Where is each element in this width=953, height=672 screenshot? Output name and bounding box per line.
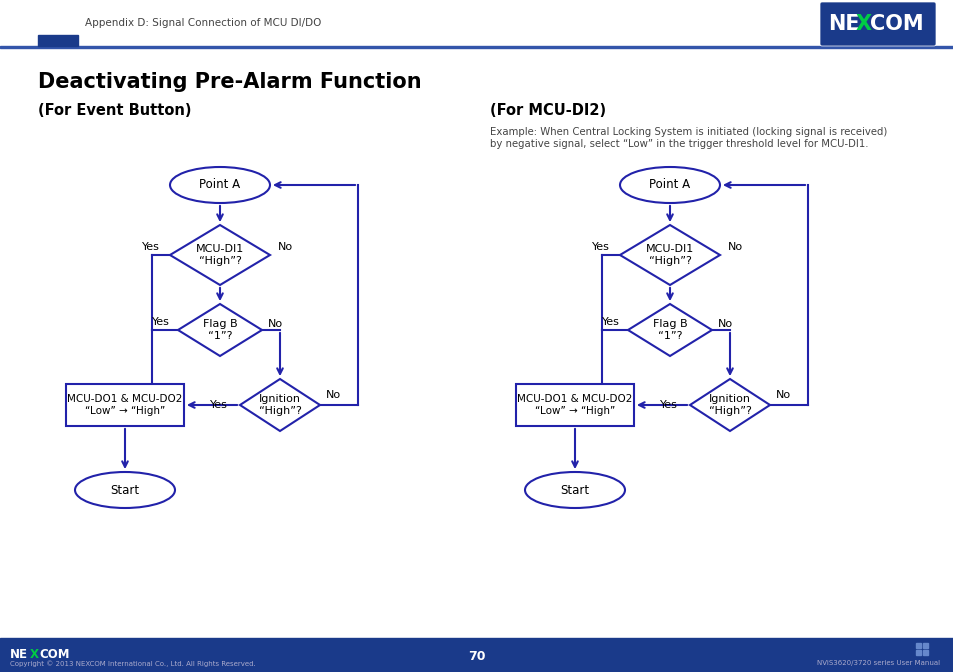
Text: Start: Start	[559, 483, 589, 497]
Text: Yes: Yes	[601, 317, 619, 327]
Text: Example: When Central Locking System is initiated (locking signal is received)
b: Example: When Central Locking System is …	[490, 127, 886, 149]
Text: No: No	[727, 242, 742, 252]
Bar	[915, 650, 920, 655]
Text: No: No	[268, 319, 283, 329]
Bar	[516, 384, 634, 426]
Text: Copyright © 2013 NEXCOM International Co., Ltd. All Rights Reserved.: Copyright © 2013 NEXCOM International Co…	[10, 660, 255, 667]
Bar	[0, 638, 953, 672]
Text: NE: NE	[10, 648, 28, 661]
Text: Ignition
“High”?: Ignition “High”?	[258, 394, 301, 416]
Bar	[923, 650, 927, 655]
Bar	[66, 384, 184, 426]
Text: NE: NE	[827, 14, 859, 34]
Ellipse shape	[524, 472, 624, 508]
Text: Yes: Yes	[142, 242, 160, 252]
Polygon shape	[627, 304, 711, 356]
Polygon shape	[170, 225, 270, 285]
Text: X: X	[30, 648, 39, 661]
Text: Flag B
“1”?: Flag B “1”?	[652, 319, 686, 341]
Text: 70: 70	[468, 650, 485, 663]
Text: No: No	[775, 390, 790, 400]
Text: MCU-DO1 & MCU-DO2
“Low” → “High”: MCU-DO1 & MCU-DO2 “Low” → “High”	[68, 394, 182, 416]
Text: Yes: Yes	[152, 317, 170, 327]
Text: Deactivating Pre-Alarm Function: Deactivating Pre-Alarm Function	[38, 72, 421, 92]
Text: Point A: Point A	[199, 179, 240, 192]
Text: COM: COM	[39, 648, 70, 661]
Text: MCU-DO1 & MCU-DO2
“Low” → “High”: MCU-DO1 & MCU-DO2 “Low” → “High”	[517, 394, 632, 416]
Ellipse shape	[75, 472, 174, 508]
Text: No: No	[326, 390, 341, 400]
Polygon shape	[689, 379, 769, 431]
Ellipse shape	[170, 167, 270, 203]
Polygon shape	[619, 225, 720, 285]
Text: Flag B
“1”?: Flag B “1”?	[202, 319, 237, 341]
Bar	[923, 643, 927, 648]
Bar	[0, 46, 953, 48]
Polygon shape	[178, 304, 262, 356]
Text: Yes: Yes	[592, 242, 609, 252]
Text: Start: Start	[111, 483, 139, 497]
Text: MCU-DI1
“High”?: MCU-DI1 “High”?	[645, 244, 694, 266]
Ellipse shape	[619, 167, 720, 203]
FancyBboxPatch shape	[820, 2, 935, 46]
Text: COM: COM	[869, 14, 923, 34]
Text: (For MCU-DI2): (For MCU-DI2)	[490, 103, 605, 118]
Polygon shape	[240, 379, 319, 431]
Bar	[38, 35, 78, 46]
Text: Yes: Yes	[659, 400, 678, 410]
Text: Point A: Point A	[649, 179, 690, 192]
Text: No: No	[718, 319, 732, 329]
Text: Yes: Yes	[210, 400, 228, 410]
Text: No: No	[277, 242, 293, 252]
Bar	[915, 643, 920, 648]
Text: X: X	[855, 14, 871, 34]
Text: Appendix D: Signal Connection of MCU DI/DO: Appendix D: Signal Connection of MCU DI/…	[85, 18, 321, 28]
Text: Ignition
“High”?: Ignition “High”?	[708, 394, 751, 416]
Text: MCU-DI1
“High”?: MCU-DI1 “High”?	[195, 244, 244, 266]
Text: (For Event Button): (For Event Button)	[38, 103, 192, 118]
Text: NViS3620/3720 series User Manual: NViS3620/3720 series User Manual	[816, 660, 939, 666]
